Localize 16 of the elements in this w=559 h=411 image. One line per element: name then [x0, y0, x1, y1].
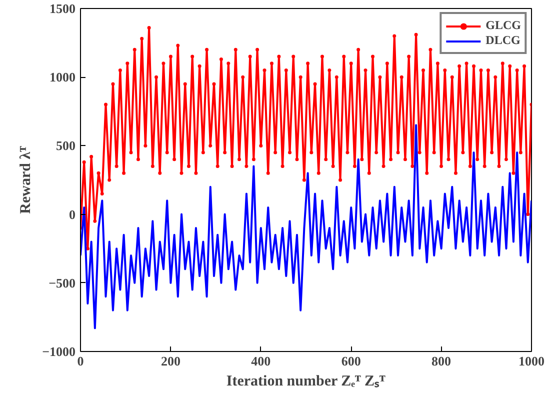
x-tick-label: 400: [251, 354, 271, 368]
x-tick-label: 1000: [518, 354, 544, 368]
x-tick-label: 800: [432, 354, 452, 368]
legend-label: GLCG: [486, 18, 521, 33]
x-tick-label: 200: [160, 354, 180, 368]
x-tick-label: 600: [341, 354, 361, 368]
y-tick-label: 1000: [50, 70, 76, 85]
y-tick-label: −1000: [42, 344, 76, 359]
y-tick-label: 1500: [50, 1, 76, 16]
legend-label: DLCG: [486, 33, 520, 48]
x-axis-title: Iteration number Zₑᵀ Zₛᵀ: [226, 374, 386, 390]
y-axis-title: Reward λᵀ: [18, 146, 34, 214]
y-tick-label: 0: [69, 206, 76, 222]
y-tick-label: 500: [56, 138, 76, 154]
y-tick-label: −500: [48, 275, 76, 290]
line-series: [80, 124, 532, 330]
